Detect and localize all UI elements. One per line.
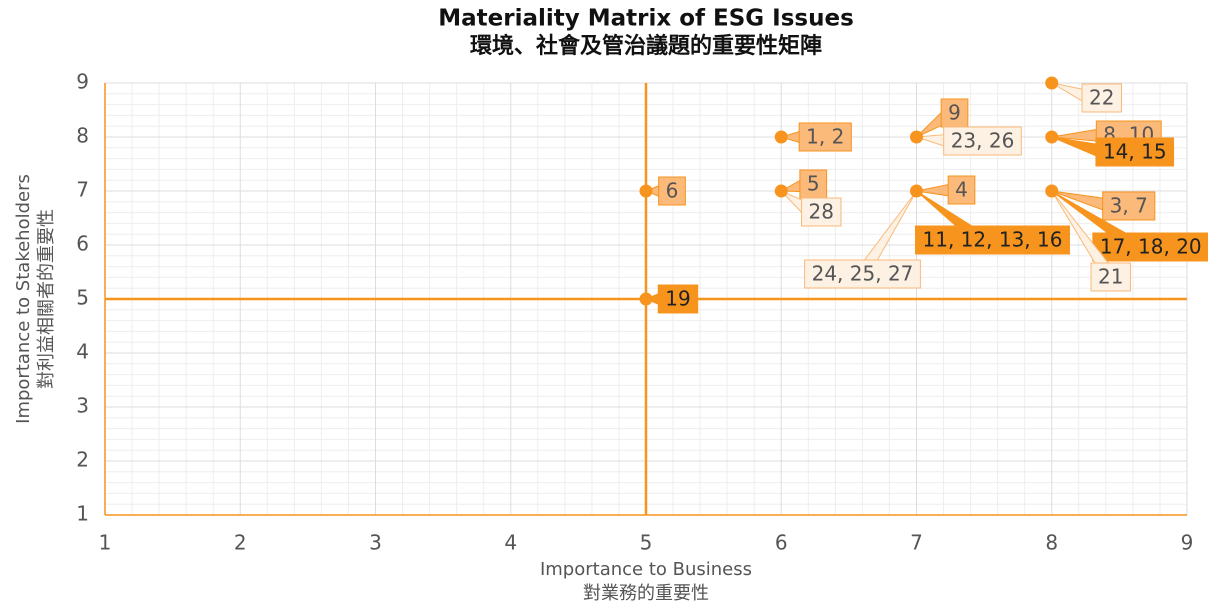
x-tick-label: 6 (775, 531, 788, 555)
data-point (1045, 130, 1059, 144)
callout: 24, 25, 27 (804, 190, 921, 289)
data-label: 17, 18, 20 (1100, 235, 1202, 259)
data-point (1045, 76, 1059, 90)
callout-pointer (860, 190, 917, 272)
callout-box (804, 259, 921, 289)
x-axis-label: 對業務的重要性 (583, 583, 709, 604)
y-tick-label: 2 (76, 448, 89, 472)
data-point (1045, 184, 1059, 198)
x-tick-label: 8 (1045, 531, 1058, 555)
data-label: 19 (665, 287, 690, 311)
chart-title: Materiality Matrix of ESG Issues (438, 6, 854, 32)
callout: 4 (916, 175, 976, 205)
callout: 3, 7 (1051, 190, 1156, 221)
callout: 28 (780, 190, 842, 227)
data-label: 24, 25, 27 (812, 262, 914, 286)
callout: 19 (644, 284, 699, 314)
data-point (774, 184, 788, 198)
x-tick-label: 1 (99, 531, 112, 555)
y-axis-label: 對利益相關者的重要性 (36, 209, 57, 389)
callout: 11, 12, 13, 16 (915, 190, 1070, 255)
x-axis-label: Importance to Business (540, 559, 752, 580)
data-label: 14, 15 (1103, 140, 1167, 164)
x-tick-label: 3 (369, 531, 382, 555)
callout-box (943, 126, 1022, 156)
callout-box (1095, 137, 1175, 167)
callout: 22 (1051, 82, 1122, 113)
data-label: 23, 26 (951, 129, 1015, 153)
callout: 17, 18, 20 (1051, 190, 1208, 262)
callout-box (657, 284, 699, 314)
data-label: 9 (948, 101, 961, 125)
y-tick-label: 6 (76, 232, 89, 256)
data-label: 1, 2 (806, 125, 844, 149)
y-tick-label: 8 (76, 124, 89, 148)
x-tick-label: 9 (1181, 531, 1194, 555)
chart-subtitle: 環境、社會及管治議題的重要性矩陣 (470, 33, 822, 59)
callout-box (801, 197, 842, 227)
callout-box (799, 169, 828, 199)
data-point (910, 184, 923, 198)
callout: 23, 26 (916, 126, 1022, 156)
data-label: 6 (666, 179, 679, 203)
callout: 9 (916, 98, 969, 138)
y-tick-label: 3 (76, 394, 89, 418)
data-label: 5 (807, 172, 820, 196)
callout: 1, 2 (779, 122, 852, 152)
x-tick-label: 4 (504, 531, 517, 555)
y-tick-label: 1 (76, 502, 89, 526)
x-tick-label: 5 (640, 531, 653, 555)
callout-box (1081, 83, 1122, 113)
callout: 14, 15 (1051, 136, 1175, 167)
callout-box (658, 176, 686, 206)
callout-box (798, 122, 852, 152)
data-point (910, 130, 923, 144)
y-axis-label: Importance to Stakeholders (13, 174, 34, 424)
callout-box (1102, 191, 1156, 221)
y-tick-label: 7 (76, 178, 89, 202)
data-point (774, 130, 788, 144)
callout: 21 (1051, 190, 1131, 292)
data-label: 11, 12, 13, 16 (923, 228, 1063, 252)
callout-box (940, 98, 969, 128)
callout-box (915, 225, 1070, 255)
y-tick-label: 5 (76, 286, 89, 310)
y-tick-label: 4 (76, 340, 89, 364)
data-label: 3, 7 (1110, 194, 1148, 218)
callout-box (1092, 232, 1208, 262)
data-label: 4 (955, 178, 968, 202)
callout-box (947, 175, 976, 205)
callout: 6 (644, 176, 686, 206)
data-point (639, 292, 653, 306)
data-label: 28 (809, 200, 834, 224)
y-tick-label: 9 (76, 70, 89, 94)
data-label: 21 (1098, 265, 1123, 289)
data-label: 22 (1089, 86, 1114, 110)
data-point (639, 184, 653, 198)
callout-box (1090, 262, 1131, 292)
x-tick-label: 7 (910, 531, 923, 555)
x-tick-label: 2 (234, 531, 247, 555)
